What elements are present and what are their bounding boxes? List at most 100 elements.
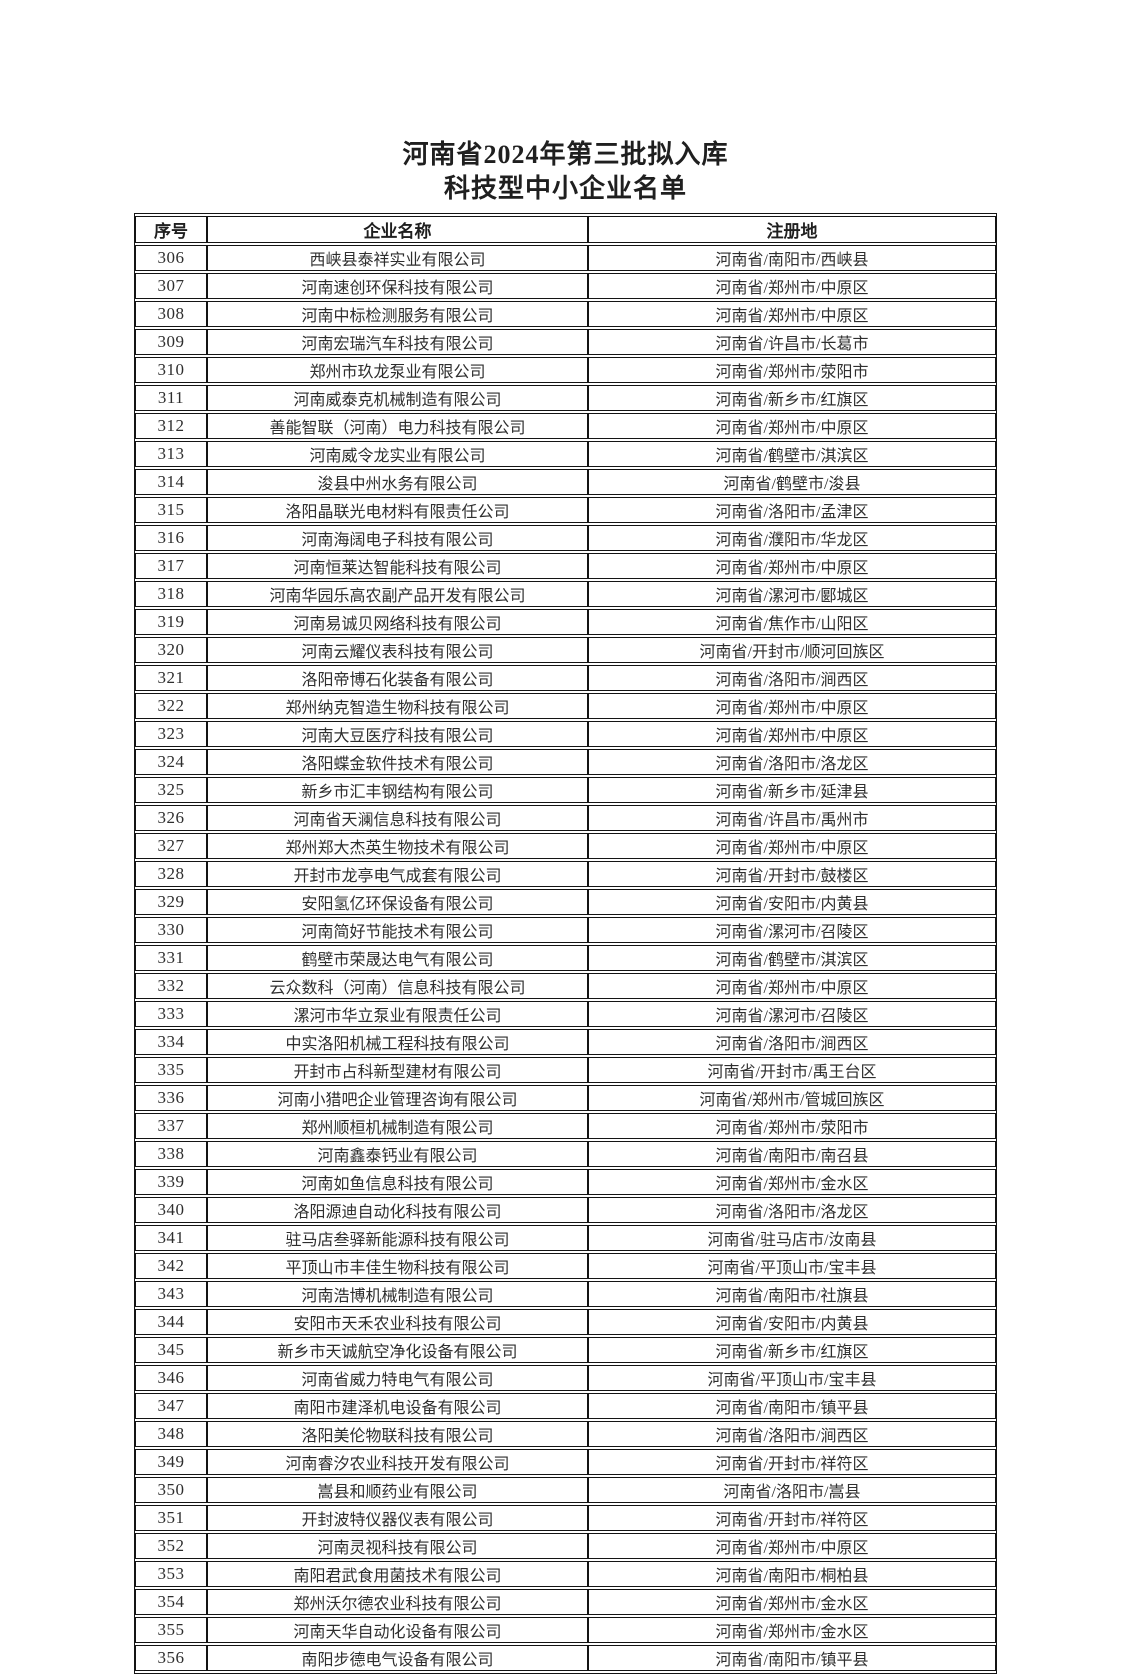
registration-place: 河南省/洛阳市/涧西区 bbox=[588, 1421, 996, 1447]
row-index: 318 bbox=[135, 581, 207, 607]
row-index: 343 bbox=[135, 1281, 207, 1307]
company-name: 南阳步德电气设备有限公司 bbox=[207, 1645, 588, 1671]
company-name: 新乡市汇丰钢结构有限公司 bbox=[207, 777, 588, 803]
table-row: 327 郑州郑大杰英生物技术有限公司 河南省/郑州市/中原区 bbox=[135, 833, 996, 859]
table-row: 340 洛阳源迪自动化科技有限公司 河南省/洛阳市/洛龙区 bbox=[135, 1197, 996, 1223]
row-index: 319 bbox=[135, 609, 207, 635]
company-table: 序号 企业名称 注册地 306 西峡县泰祥实业有限公司 河南省/南阳市/西峡县 307… bbox=[134, 213, 997, 1674]
company-name: 河南省天澜信息科技有限公司 bbox=[207, 805, 588, 831]
company-name: 平顶山市丰佳生物科技有限公司 bbox=[207, 1253, 588, 1279]
registration-place: 河南省/濮阳市/华龙区 bbox=[588, 525, 996, 551]
table-row: 341 驻马店叁驿新能源科技有限公司 河南省/驻马店市/汝南县 bbox=[135, 1225, 996, 1251]
row-index: 337 bbox=[135, 1113, 207, 1139]
company-name: 河南威泰克机械制造有限公司 bbox=[207, 385, 588, 411]
company-name: 鹤壁市荣晟达电气有限公司 bbox=[207, 945, 588, 971]
registration-place: 河南省/新乡市/红旗区 bbox=[588, 1337, 996, 1363]
registration-place: 河南省/郑州市/中原区 bbox=[588, 973, 996, 999]
row-index: 329 bbox=[135, 889, 207, 915]
row-index: 320 bbox=[135, 637, 207, 663]
table-row: 333 漯河市华立泵业有限责任公司 河南省/漯河市/召陵区 bbox=[135, 1001, 996, 1027]
row-index: 350 bbox=[135, 1477, 207, 1503]
table-row: 331 鹤壁市荣晟达电气有限公司 河南省/鹤壁市/淇滨区 bbox=[135, 945, 996, 971]
row-index: 322 bbox=[135, 693, 207, 719]
row-index: 324 bbox=[135, 749, 207, 775]
registration-place: 河南省/新乡市/延津县 bbox=[588, 777, 996, 803]
row-index: 331 bbox=[135, 945, 207, 971]
row-index: 312 bbox=[135, 413, 207, 439]
registration-place: 河南省/南阳市/桐柏县 bbox=[588, 1561, 996, 1587]
table-row: 307 河南速创环保科技有限公司 河南省/郑州市/中原区 bbox=[135, 273, 996, 299]
row-index: 328 bbox=[135, 861, 207, 887]
row-index: 347 bbox=[135, 1393, 207, 1419]
registration-place: 河南省/洛阳市/洛龙区 bbox=[588, 1197, 996, 1223]
company-name: 南阳君武食用菌技术有限公司 bbox=[207, 1561, 588, 1587]
company-name: 开封市龙亭电气成套有限公司 bbox=[207, 861, 588, 887]
row-index: 340 bbox=[135, 1197, 207, 1223]
row-index: 307 bbox=[135, 273, 207, 299]
company-name: 洛阳美伦物联科技有限公司 bbox=[207, 1421, 588, 1447]
table-header-row: 序号 企业名称 注册地 bbox=[135, 216, 996, 243]
row-index: 355 bbox=[135, 1617, 207, 1643]
company-name: 洛阳帝博石化装备有限公司 bbox=[207, 665, 588, 691]
row-index: 346 bbox=[135, 1365, 207, 1391]
registration-place: 河南省/安阳市/内黄县 bbox=[588, 889, 996, 915]
registration-place: 河南省/安阳市/内黄县 bbox=[588, 1309, 996, 1335]
registration-place: 河南省/郑州市/金水区 bbox=[588, 1169, 996, 1195]
table-row: 338 河南鑫泰钙业有限公司 河南省/南阳市/南召县 bbox=[135, 1141, 996, 1167]
registration-place: 河南省/郑州市/荥阳市 bbox=[588, 1113, 996, 1139]
company-name: 南阳市建泽机电设备有限公司 bbox=[207, 1393, 588, 1419]
registration-place: 河南省/郑州市/中原区 bbox=[588, 1533, 996, 1559]
row-index: 308 bbox=[135, 301, 207, 327]
column-header-index: 序号 bbox=[135, 216, 207, 243]
table-row: 309 河南宏瑞汽车科技有限公司 河南省/许昌市/长葛市 bbox=[135, 329, 996, 355]
table-row: 328 开封市龙亭电气成套有限公司 河南省/开封市/鼓楼区 bbox=[135, 861, 996, 887]
registration-place: 河南省/郑州市/荥阳市 bbox=[588, 357, 996, 383]
company-name: 河南如鱼信息科技有限公司 bbox=[207, 1169, 588, 1195]
company-name: 河南华园乐高农副产品开发有限公司 bbox=[207, 581, 588, 607]
company-name: 河南宏瑞汽车科技有限公司 bbox=[207, 329, 588, 355]
registration-place: 河南省/平顶山市/宝丰县 bbox=[588, 1365, 996, 1391]
company-name: 郑州市玖龙泵业有限公司 bbox=[207, 357, 588, 383]
row-index: 326 bbox=[135, 805, 207, 831]
table-row: 354 郑州沃尔德农业科技有限公司 河南省/郑州市/金水区 bbox=[135, 1589, 996, 1615]
registration-place: 河南省/洛阳市/孟津区 bbox=[588, 497, 996, 523]
table-row: 320 河南云耀仪表科技有限公司 河南省/开封市/顺河回族区 bbox=[135, 637, 996, 663]
registration-place: 河南省/漯河市/召陵区 bbox=[588, 917, 996, 943]
registration-place: 河南省/郑州市/金水区 bbox=[588, 1617, 996, 1643]
registration-place: 河南省/开封市/祥符区 bbox=[588, 1449, 996, 1475]
table-row: 335 开封市占科新型建材有限公司 河南省/开封市/禹王台区 bbox=[135, 1057, 996, 1083]
column-header-registration-place: 注册地 bbox=[588, 216, 996, 243]
table-row: 349 河南睿汐农业科技开发有限公司 河南省/开封市/祥符区 bbox=[135, 1449, 996, 1475]
registration-place: 河南省/许昌市/禹州市 bbox=[588, 805, 996, 831]
row-index: 341 bbox=[135, 1225, 207, 1251]
table-row: 306 西峡县泰祥实业有限公司 河南省/南阳市/西峡县 bbox=[135, 245, 996, 271]
registration-place: 河南省/郑州市/中原区 bbox=[588, 693, 996, 719]
registration-place: 河南省/开封市/禹王台区 bbox=[588, 1057, 996, 1083]
registration-place: 河南省/鹤壁市/浚县 bbox=[588, 469, 996, 495]
table-row: 330 河南简好节能技术有限公司 河南省/漯河市/召陵区 bbox=[135, 917, 996, 943]
document-page: 河南省2024年第三批拟入库 科技型中小企业名单 序号 企业名称 注册地 306… bbox=[134, 140, 997, 1674]
row-index: 314 bbox=[135, 469, 207, 495]
table-row: 318 河南华园乐高农副产品开发有限公司 河南省/漯河市/郾城区 bbox=[135, 581, 996, 607]
registration-place: 河南省/洛阳市/涧西区 bbox=[588, 1029, 996, 1055]
row-index: 353 bbox=[135, 1561, 207, 1587]
table-row: 321 洛阳帝博石化装备有限公司 河南省/洛阳市/涧西区 bbox=[135, 665, 996, 691]
registration-place: 河南省/郑州市/金水区 bbox=[588, 1589, 996, 1615]
row-index: 333 bbox=[135, 1001, 207, 1027]
table-row: 337 郑州顺桓机械制造有限公司 河南省/郑州市/荥阳市 bbox=[135, 1113, 996, 1139]
column-header-company-name: 企业名称 bbox=[207, 216, 588, 243]
company-name: 郑州沃尔德农业科技有限公司 bbox=[207, 1589, 588, 1615]
registration-place: 河南省/郑州市/中原区 bbox=[588, 553, 996, 579]
company-name: 郑州顺桓机械制造有限公司 bbox=[207, 1113, 588, 1139]
table-row: 316 河南海阔电子科技有限公司 河南省/濮阳市/华龙区 bbox=[135, 525, 996, 551]
company-name: 郑州纳克智造生物科技有限公司 bbox=[207, 693, 588, 719]
table-row: 332 云众数科（河南）信息科技有限公司 河南省/郑州市/中原区 bbox=[135, 973, 996, 999]
table-row: 343 河南浩博机械制造有限公司 河南省/南阳市/社旗县 bbox=[135, 1281, 996, 1307]
registration-place: 河南省/开封市/祥符区 bbox=[588, 1505, 996, 1531]
company-name: 开封市占科新型建材有限公司 bbox=[207, 1057, 588, 1083]
row-index: 352 bbox=[135, 1533, 207, 1559]
table-row: 356 南阳步德电气设备有限公司 河南省/南阳市/镇平县 bbox=[135, 1645, 996, 1671]
table-row: 355 河南天华自动化设备有限公司 河南省/郑州市/金水区 bbox=[135, 1617, 996, 1643]
table-row: 334 中实洛阳机械工程科技有限公司 河南省/洛阳市/涧西区 bbox=[135, 1029, 996, 1055]
table-row: 322 郑州纳克智造生物科技有限公司 河南省/郑州市/中原区 bbox=[135, 693, 996, 719]
